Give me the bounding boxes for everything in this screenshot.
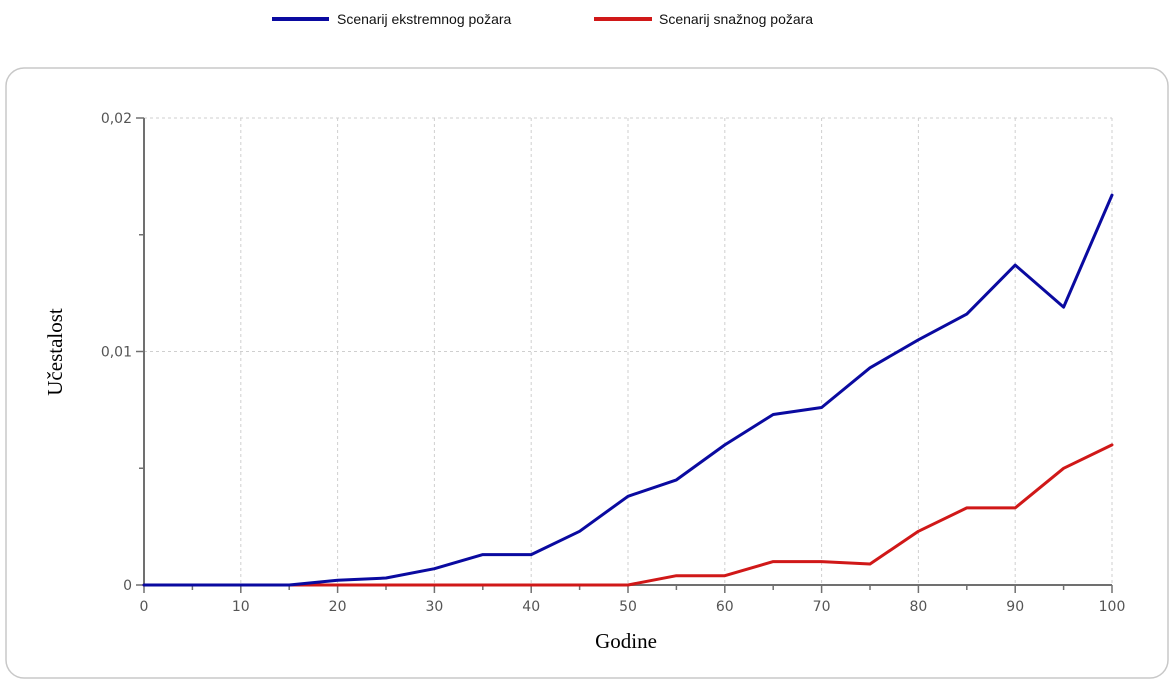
y-tick-label-1: 0,01 — [101, 345, 132, 361]
y-tick-label-2: 0,02 — [101, 111, 132, 127]
x-tick-label-10: 10 — [232, 599, 250, 615]
legend-label-snazni: Scenarij snažnog požara — [659, 11, 813, 27]
x-tick-label-50: 50 — [619, 599, 637, 615]
chart-frame — [5, 67, 1169, 679]
legend: Scenarij ekstremnog požara Scenarij snaž… — [272, 11, 813, 27]
x-tick-label-0: 0 — [140, 599, 149, 615]
series-lines — [142, 193, 1114, 587]
x-tick-label-70: 70 — [813, 599, 831, 615]
legend-label-ekstremni: Scenarij ekstremnog požara — [337, 11, 512, 27]
tick-labels: 0 10 20 30 40 50 60 70 80 90 100 0 0,01 0,02 — [101, 111, 1126, 615]
x-tick-label-90: 90 — [1006, 599, 1024, 615]
y-axis-title: Učestalost — [43, 308, 67, 396]
x-axis-title: Godine — [595, 629, 657, 653]
x-tick-label-100: 100 — [1099, 599, 1126, 615]
gridlines — [144, 117, 1113, 585]
y-tick-label-0: 0 — [123, 578, 132, 594]
x-tick-label-20: 20 — [329, 599, 347, 615]
series-line-0 — [142, 193, 1114, 587]
x-tick-label-80: 80 — [909, 599, 927, 615]
series-line-1 — [142, 443, 1114, 587]
x-tick-label-40: 40 — [522, 599, 540, 615]
x-tick-label-60: 60 — [716, 599, 734, 615]
x-tick-label-30: 30 — [425, 599, 443, 615]
